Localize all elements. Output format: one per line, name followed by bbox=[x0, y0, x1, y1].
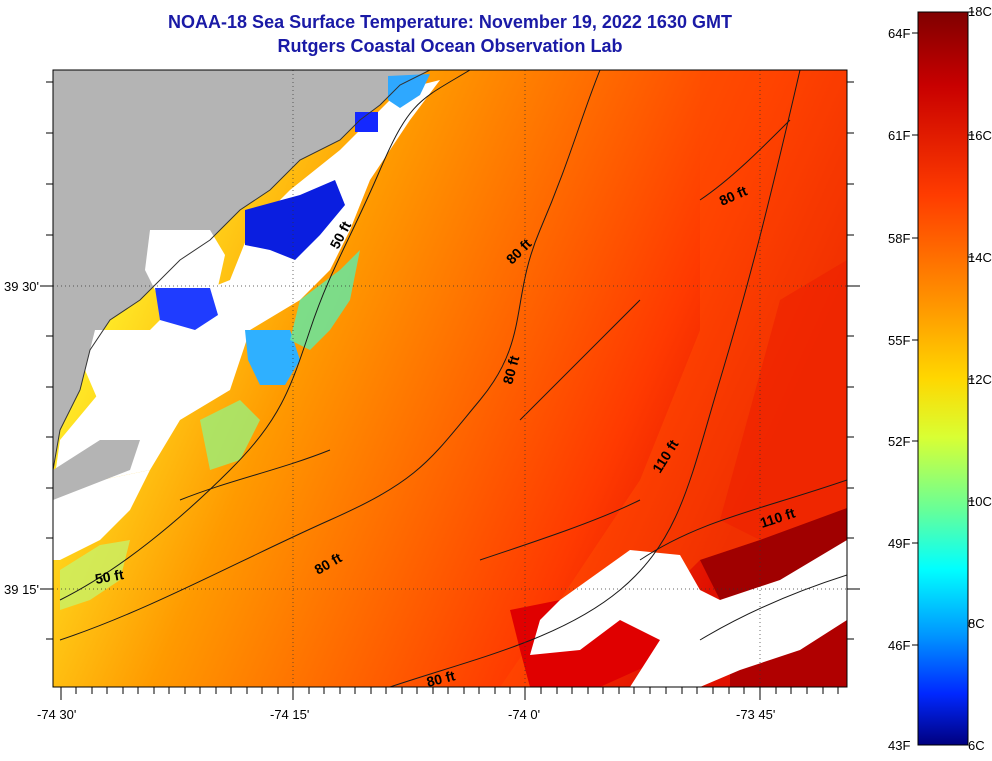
axis-ticks bbox=[40, 81, 860, 700]
nodata-offshore bbox=[530, 540, 847, 687]
lon-label-74-15: -74 15' bbox=[270, 707, 309, 722]
colorbar-c-12: 12C bbox=[968, 372, 992, 387]
lat-label-39-30: 39 30' bbox=[4, 279, 39, 294]
colorbar bbox=[917, 11, 969, 746]
contour-minor-5 bbox=[699, 574, 847, 641]
nodata-nearshore bbox=[53, 80, 440, 490]
colorbar-f-64: 64F bbox=[888, 26, 910, 41]
contour-80ft-east bbox=[389, 70, 801, 687]
contour-110ft bbox=[639, 479, 847, 561]
nodata-nearshore-south bbox=[53, 470, 150, 560]
land-new-jersey bbox=[53, 70, 430, 470]
contour-minor-1 bbox=[479, 499, 641, 561]
cold-water-patch bbox=[245, 180, 345, 260]
cool-green-patch bbox=[200, 400, 260, 470]
contour-80ft-west bbox=[59, 70, 601, 641]
land-cape bbox=[53, 440, 140, 500]
colorbar-c-16: 16C bbox=[968, 128, 992, 143]
colorbar-f-46: 46F bbox=[888, 638, 910, 653]
coastline bbox=[53, 70, 431, 471]
contour-label-80ft-2: 80 ft bbox=[499, 354, 522, 386]
bay-water-south bbox=[85, 330, 160, 405]
colorbar-f-43: 43F bbox=[888, 738, 910, 753]
contour-minor-3 bbox=[699, 119, 791, 201]
cold-water-patch-bay bbox=[155, 288, 218, 330]
cold-water-pixel bbox=[355, 112, 378, 132]
bathymetry-contours bbox=[59, 70, 847, 687]
colorbar-c-6: 6C bbox=[968, 738, 985, 753]
contour-label-80ft-4: 80 ft bbox=[425, 667, 457, 690]
cool-water-patch-south bbox=[245, 330, 300, 385]
contour-minor-4 bbox=[179, 449, 331, 501]
colorbar-ticks bbox=[912, 11, 974, 646]
colorbar-f-61: 61F bbox=[888, 128, 910, 143]
map-title: NOAA-18 Sea Surface Temperature: Novembe… bbox=[168, 12, 732, 32]
colorbar-f-58: 58F bbox=[888, 231, 910, 246]
colorbar-c-14: 14C bbox=[968, 250, 992, 265]
warm-water-region-east bbox=[720, 260, 847, 540]
cool-green-patch-sw bbox=[60, 540, 130, 610]
lon-label-74-0: -74 0' bbox=[508, 707, 540, 722]
contour-label-50ft-south: 50 ft bbox=[94, 566, 125, 587]
colorbar-f-52: 52F bbox=[888, 434, 910, 449]
contour-minor-2 bbox=[519, 299, 641, 421]
lat-label-39-15: 39 15' bbox=[4, 582, 39, 597]
map-subtitle: Rutgers Coastal Ocean Observation Lab bbox=[277, 36, 623, 56]
dark-red-patch bbox=[700, 508, 847, 600]
colorbar-c-10: 10C bbox=[968, 494, 992, 509]
cool-green-band bbox=[290, 250, 360, 350]
contour-50ft bbox=[59, 70, 471, 601]
colorbar-c-18: 18C bbox=[968, 4, 992, 19]
colorbar-f-49: 49F bbox=[888, 536, 910, 551]
lon-label-74-30: -74 30' bbox=[37, 707, 76, 722]
map-frame bbox=[52, 69, 848, 688]
colorbar-c-8: 8C bbox=[968, 616, 985, 631]
colorbar-f-55: 55F bbox=[888, 333, 910, 348]
lon-label-73-45: -73 45' bbox=[736, 707, 775, 722]
cool-water-patch bbox=[388, 74, 430, 108]
graticule bbox=[53, 70, 847, 687]
